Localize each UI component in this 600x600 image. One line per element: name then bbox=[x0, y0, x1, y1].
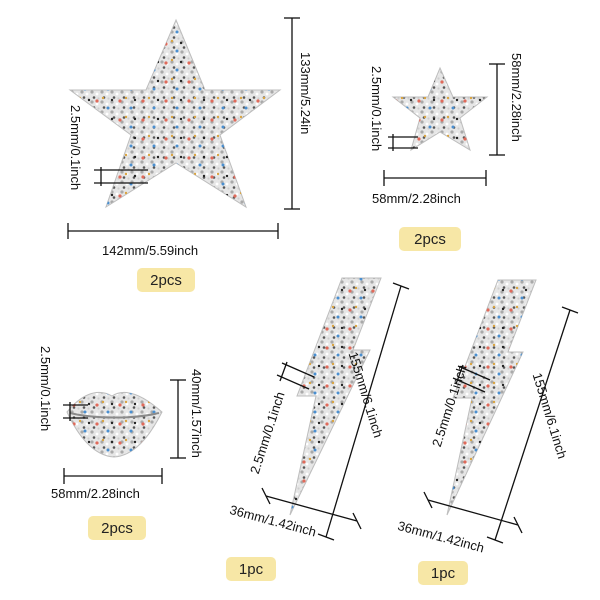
big-star-dimension-lines bbox=[67, 17, 300, 239]
small-star-quantity-badge: 2pcs bbox=[399, 227, 461, 251]
lightning-bolt-left-dimension-lines bbox=[261, 282, 410, 541]
big-star-quantity-badge: 2pcs bbox=[137, 268, 195, 292]
lips-width-label: 58mm/2.28inch bbox=[51, 486, 140, 501]
small-star-height-label: 58mm/2.28inch bbox=[509, 53, 524, 142]
big-star bbox=[68, 18, 282, 209]
small-star-thickness-label: 2.5mm/0.1inch bbox=[369, 66, 384, 152]
small-star-width-label: 58mm/2.28inch bbox=[372, 191, 461, 206]
big-star-thickness-label: 2.5mm/0.1inch bbox=[68, 105, 83, 191]
bolt-left-quantity-badge: 1pc bbox=[226, 557, 276, 581]
lips-thickness-label: 2.5mm/0.1inch bbox=[38, 346, 53, 432]
big-star-width-label: 142mm/5.59inch bbox=[102, 243, 199, 258]
big-star-height-label: 133mm/5.24in bbox=[298, 52, 313, 135]
lightning-bolt-right-dimension-lines bbox=[423, 306, 579, 544]
small-star bbox=[391, 66, 489, 152]
lips-quantity-badge: 2pcs bbox=[88, 516, 146, 540]
lightning-bolt-right bbox=[446, 279, 537, 516]
lips bbox=[66, 391, 163, 458]
lips-dimension-lines bbox=[63, 379, 186, 484]
lips-height-label: 40mm/1.57inch bbox=[189, 369, 204, 458]
bolt-right-quantity-badge: 1pc bbox=[418, 561, 468, 585]
lightning-bolt-left bbox=[289, 277, 382, 516]
small-star-dimension-lines bbox=[383, 63, 505, 186]
